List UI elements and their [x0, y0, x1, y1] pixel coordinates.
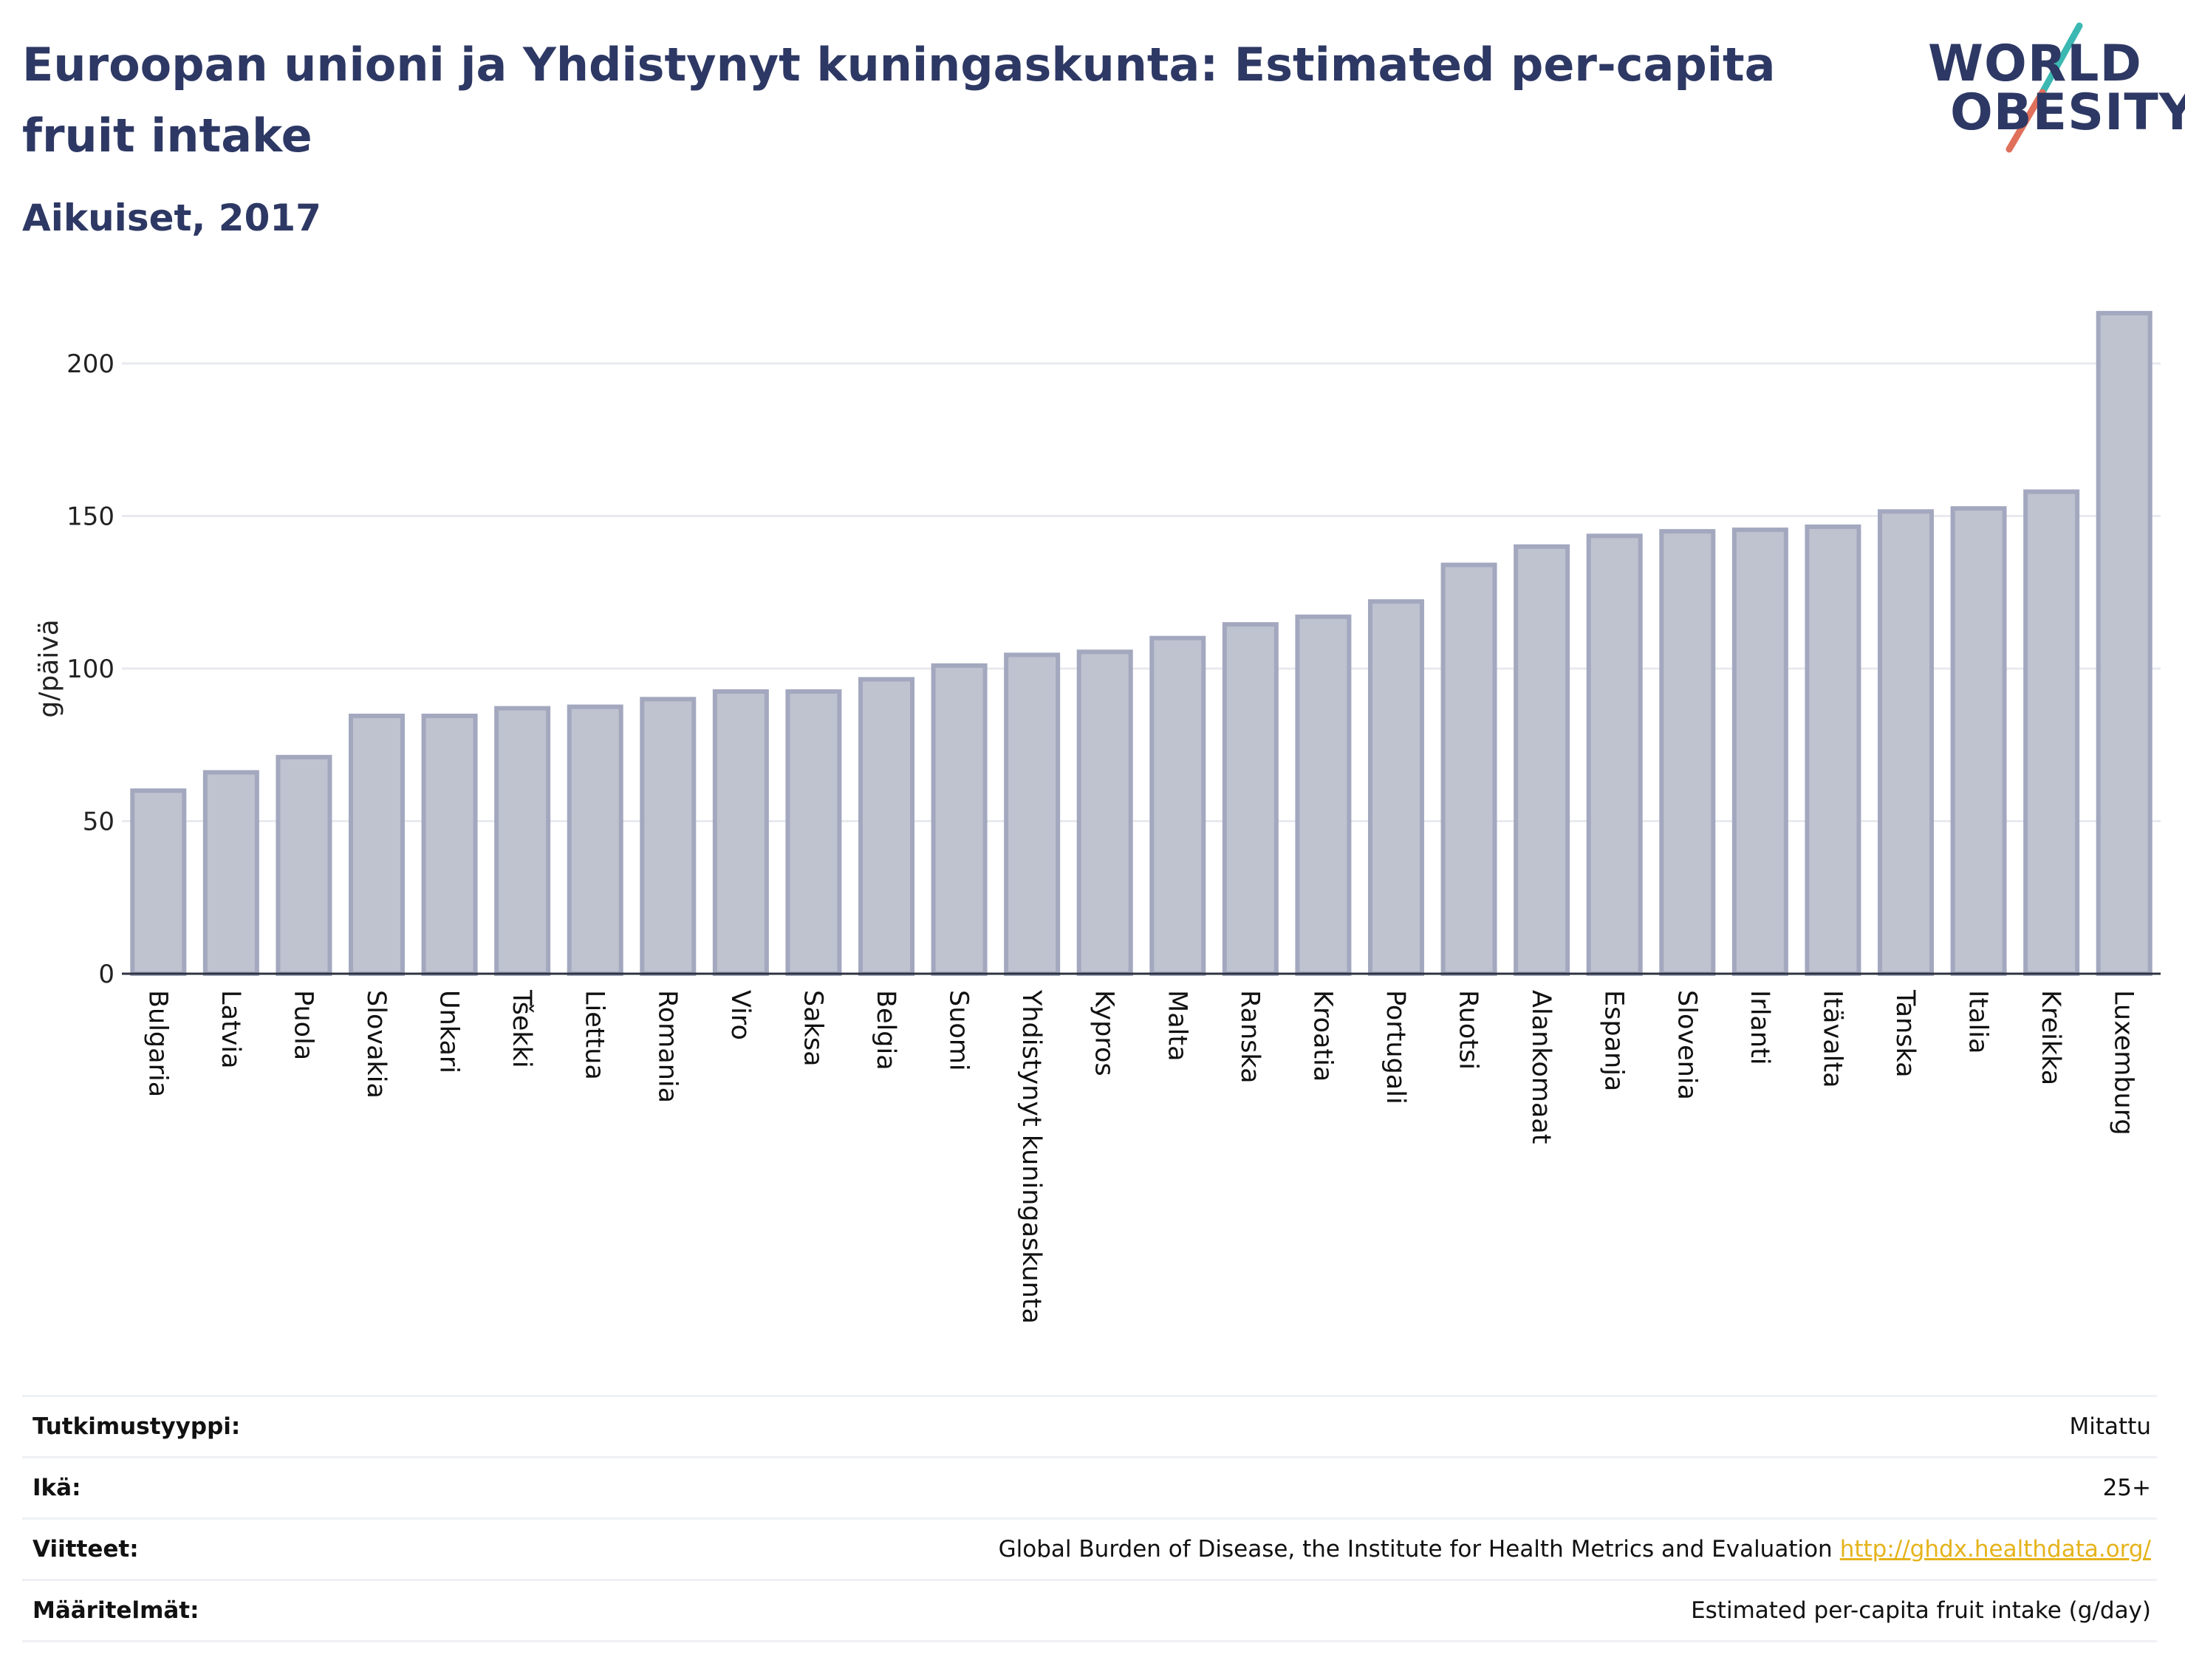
y-tick-label: 200	[66, 349, 114, 379]
bar	[1295, 614, 1352, 976]
bar	[421, 714, 478, 976]
bar	[931, 663, 988, 976]
bar	[1878, 509, 1934, 976]
meta-value: 25+	[2102, 1475, 2151, 1501]
bar	[1368, 599, 1424, 976]
x-tick-label: Viro	[725, 990, 755, 1040]
x-tick-label: Tšekki	[507, 989, 536, 1068]
x-tick-label: Suomi	[944, 990, 974, 1071]
bar	[785, 689, 842, 976]
x-tick-label: Belgia	[871, 990, 900, 1071]
logo-slash-icon	[2006, 22, 2083, 153]
bar	[1731, 527, 1788, 976]
x-tick-label: Espanja	[1599, 990, 1629, 1091]
bar	[1586, 533, 1643, 977]
x-tick-label: Malta	[1162, 990, 1191, 1062]
meta-row-age: Ikä: 25+	[22, 1458, 2157, 1520]
bar	[858, 677, 914, 977]
world-obesity-logo: WORLD OBESITY	[1928, 22, 2185, 155]
x-tick-label: Kroatia	[1307, 990, 1337, 1082]
x-tick-label: Alankomaat	[1526, 990, 1556, 1144]
x-tick-label: Romania	[652, 990, 682, 1103]
x-tick-label: Portugali	[1381, 990, 1410, 1104]
bar	[349, 714, 405, 976]
x-tick-label: Kreikka	[2036, 990, 2065, 1085]
meta-value: Mitattu	[2069, 1413, 2151, 1440]
meta-label: Tutkimustyyppi:	[33, 1413, 241, 1440]
x-tick-label: Luxemburg	[2109, 990, 2138, 1136]
y-tick-label: 50	[83, 807, 114, 837]
chart-title: Euroopan unioni ja Yhdistynyt kuningasku…	[22, 38, 1776, 163]
meta-label: Määritelmät:	[33, 1597, 199, 1624]
bar	[1514, 544, 1570, 976]
bar	[494, 706, 551, 976]
bar	[1440, 562, 1497, 976]
meta-row-references: Viitteet: Global Burden of Disease, the …	[22, 1520, 2157, 1581]
y-axis-label: g/päivä	[34, 619, 64, 717]
bar	[1659, 529, 1716, 976]
x-tick-label: Slovakia	[361, 990, 391, 1099]
x-tick-label: Unkari	[434, 990, 464, 1073]
y-tick-label: 0	[98, 960, 114, 989]
x-tick-label: Liettua	[580, 990, 609, 1080]
x-tick-label: Itävalta	[1817, 990, 1847, 1088]
bar	[2023, 489, 2080, 976]
bar	[1805, 524, 1861, 976]
bar	[276, 754, 332, 977]
x-tick-label: Irlanti	[1745, 990, 1774, 1065]
x-tick-label: Saksa	[798, 990, 827, 1067]
y-tick-label: 100	[66, 655, 114, 684]
bar	[712, 689, 769, 976]
meta-row-definitions: Määritelmät: Estimated per-capita fruit …	[22, 1581, 2157, 1642]
y-tick-label: 150	[66, 502, 114, 532]
x-tick-label: Italia	[1963, 990, 1993, 1054]
bar	[1004, 652, 1061, 976]
bar	[1076, 649, 1133, 976]
x-tick-label: Ruotsi	[1454, 990, 1483, 1070]
meta-value: Estimated per-capita fruit intake (g/day…	[1691, 1597, 2151, 1624]
x-tick-label: Puola	[288, 990, 318, 1060]
x-tick-label: Latvia	[216, 990, 245, 1069]
x-tick-label: Tanska	[1890, 989, 1920, 1078]
meta-label: Viitteet:	[33, 1536, 139, 1563]
metadata-table: Tutkimustyyppi: Mitattu Ikä: 25+ Viittee…	[22, 1395, 2157, 1642]
bar-chart: 0 50 100 150 200 g/päivä Bulgaria Latvia Puola Sl…	[34, 310, 2161, 1324]
logo-line-1: WORLD	[1928, 35, 2142, 93]
logo-line-2: OBESITY	[1950, 83, 2185, 142]
meta-value-group: Global Burden of Disease, the Institute …	[999, 1536, 2151, 1563]
bar	[567, 704, 623, 976]
x-tick-label: Slovenia	[1672, 990, 1701, 1100]
x-tick-label: Bulgaria	[143, 990, 172, 1097]
meta-label: Ikä:	[33, 1475, 81, 1501]
reference-link[interactable]: http://ghdx.healthdata.org/	[1839, 1536, 2151, 1563]
bar	[202, 770, 259, 976]
x-tick-label: Yhdistynyt kuningaskunta	[1016, 989, 1046, 1324]
bar	[2096, 310, 2152, 977]
bar	[1149, 635, 1206, 976]
bar	[1950, 506, 2007, 976]
bar	[130, 788, 187, 977]
chart-subtitle: Aikuiset, 2017	[22, 197, 321, 239]
bar	[1222, 622, 1279, 976]
meta-row-study-type: Tutkimustyyppi: Mitattu	[22, 1397, 2157, 1458]
x-tick-label: Kypros	[1090, 990, 1119, 1076]
x-tick-label: Ranska	[1235, 990, 1265, 1084]
meta-value: Global Burden of Disease, the Institute …	[998, 1536, 1833, 1563]
bar	[640, 697, 697, 976]
